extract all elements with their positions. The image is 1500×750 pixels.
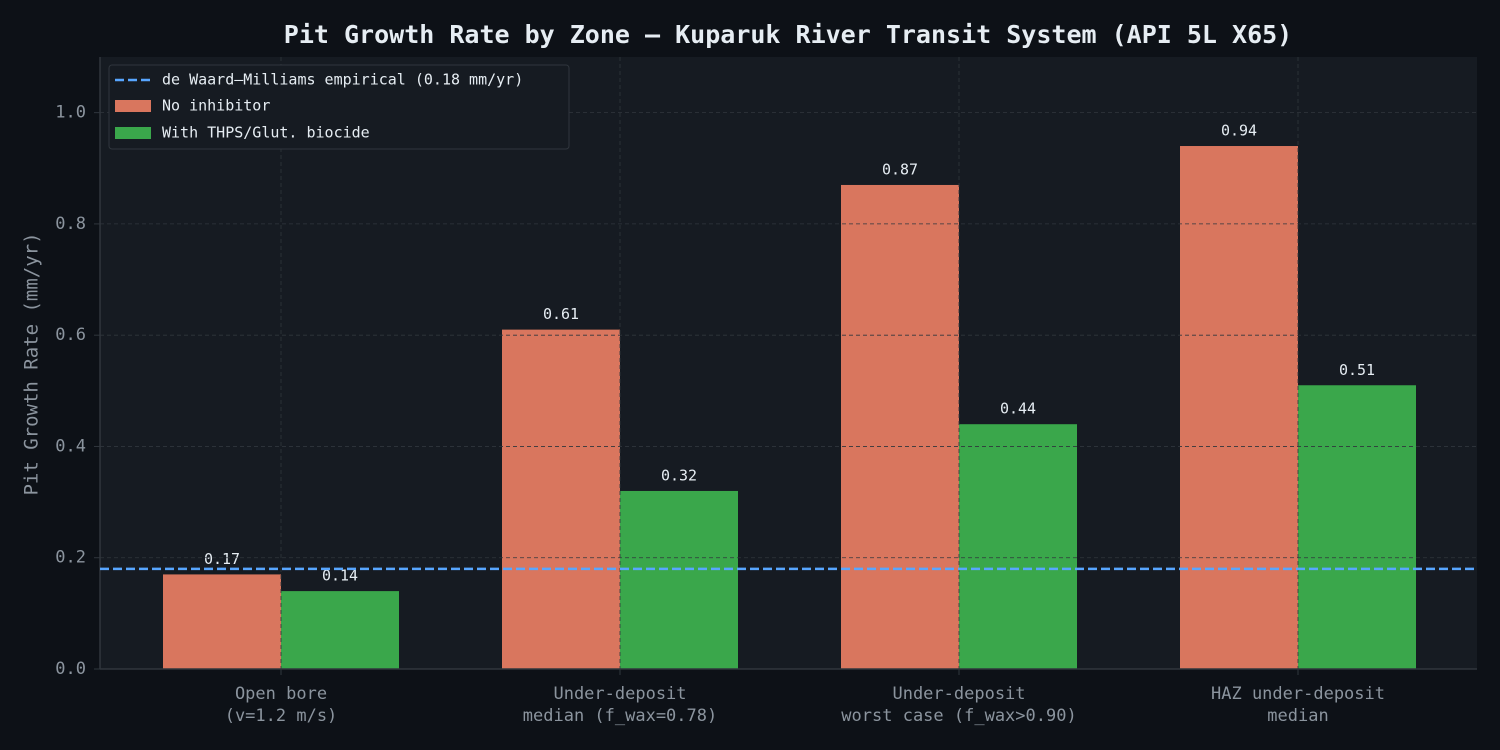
value-label: 0.32 (661, 466, 697, 484)
y-tick-label: 0.2 (55, 548, 86, 568)
legend-swatch (115, 127, 151, 139)
y-axis-label: Pit Growth Rate (mm/yr) (21, 232, 43, 495)
bar (163, 574, 281, 669)
bar (841, 184, 959, 670)
legend-box (108, 64, 570, 150)
bar (1180, 146, 1298, 669)
legend-label: No inhibitor (162, 97, 270, 115)
bar (281, 591, 399, 669)
value-label: 0.14 (322, 567, 358, 585)
bar (620, 490, 738, 669)
y-tick-label: 1.0 (55, 103, 86, 123)
y-tick-label: 0.8 (55, 214, 86, 234)
value-label: 0.87 (882, 160, 918, 178)
legend-swatch (115, 100, 151, 112)
value-label: 0.61 (543, 305, 579, 323)
legend-label: With THPS/Glut. biocide (162, 124, 370, 142)
value-label: 0.44 (1000, 400, 1036, 418)
x-tick-label: Open bore (v=1.2 m/s) (225, 684, 338, 726)
bar (959, 424, 1077, 669)
x-tick-label: Under-deposit worst case (f_wax>0.90) (841, 684, 1076, 726)
x-tick-label: HAZ under-deposit median (1211, 684, 1385, 726)
y-tick-label: 0.0 (55, 659, 86, 679)
value-label: 0.17 (204, 550, 240, 568)
value-label: 0.51 (1339, 361, 1375, 379)
chart-title: Pit Growth Rate by Zone — Kuparuk River … (284, 20, 1292, 49)
legend-label: de Waard–Milliams empirical (0.18 mm/yr) (162, 71, 523, 89)
value-label: 0.94 (1221, 122, 1257, 140)
y-tick-label: 0.4 (55, 436, 86, 456)
bar (1298, 385, 1416, 669)
y-tick-label: 0.6 (55, 325, 86, 345)
x-tick-label: Under-deposit median (f_wax=0.78) (523, 684, 717, 726)
bar (502, 329, 620, 669)
